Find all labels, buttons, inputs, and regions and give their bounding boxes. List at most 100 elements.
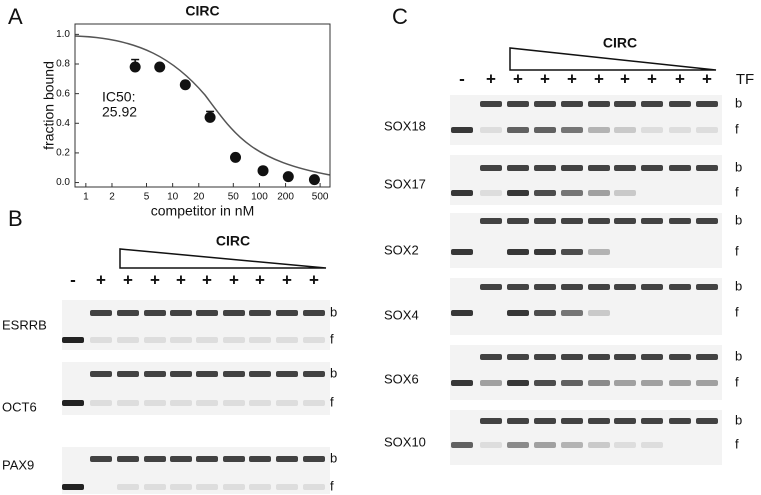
bound-band	[669, 101, 691, 107]
bound-band	[117, 456, 139, 462]
bound-label: b	[735, 278, 742, 293]
gel-title: CIRC	[603, 35, 637, 51]
free-band	[90, 400, 112, 406]
lane-label: +	[675, 69, 685, 88]
bound-band	[303, 456, 325, 462]
bound-band	[561, 218, 583, 224]
bound-band	[276, 371, 298, 377]
bound-band	[90, 456, 112, 462]
y-axis-label: fraction bound	[41, 61, 57, 150]
lane-label: +	[202, 270, 212, 289]
free-band	[534, 310, 556, 316]
bound-band	[534, 101, 556, 107]
lane-label: +	[150, 270, 160, 289]
bound-band	[223, 310, 245, 316]
bound-band	[90, 371, 112, 377]
bound-band	[614, 165, 636, 171]
row-name: SOX18	[384, 118, 426, 133]
free-band	[534, 380, 556, 386]
free-band	[507, 127, 529, 133]
bound-band	[507, 418, 529, 424]
bound-band	[196, 371, 218, 377]
bound-band	[641, 218, 663, 224]
lane-label: +	[540, 69, 550, 88]
free-band	[451, 380, 473, 386]
bound-band	[641, 354, 663, 360]
bound-band	[117, 310, 139, 316]
row-name: SOX10	[384, 434, 426, 449]
x-tick-label: 20	[193, 192, 205, 203]
lane-label: -	[70, 270, 76, 289]
x-tick-label: 50	[228, 192, 240, 203]
bound-band	[303, 371, 325, 377]
bound-band	[614, 101, 636, 107]
bound-band	[480, 354, 502, 360]
data-point	[257, 165, 269, 177]
lane-label: +	[486, 69, 496, 88]
bound-band	[614, 218, 636, 224]
lane-label: +	[567, 69, 577, 88]
free-band	[561, 249, 583, 255]
free-band	[561, 442, 583, 448]
data-point	[129, 61, 141, 73]
free-band	[451, 310, 473, 316]
data-point	[179, 79, 191, 91]
free-band	[614, 190, 636, 196]
free-band	[480, 442, 502, 448]
gel	[62, 300, 330, 350]
free-label: f	[330, 331, 334, 346]
free-band	[534, 442, 556, 448]
bound-band	[588, 284, 610, 290]
bound-band	[561, 165, 583, 171]
gel-title: CIRC	[216, 233, 250, 249]
free-band	[276, 484, 298, 490]
bound-band	[614, 418, 636, 424]
bound-band	[669, 284, 691, 290]
bound-band	[249, 371, 271, 377]
lane-label: +	[123, 270, 133, 289]
row-name: PAX9	[2, 457, 34, 472]
bound-band	[669, 418, 691, 424]
bound-label: b	[735, 412, 742, 427]
free-band	[276, 337, 298, 343]
free-band	[276, 400, 298, 406]
y-tick-label: 0.8	[56, 59, 70, 70]
bound-band	[561, 418, 583, 424]
bound-band	[507, 218, 529, 224]
free-band	[451, 127, 473, 133]
bound-band	[588, 101, 610, 107]
bound-band	[614, 354, 636, 360]
free-band	[534, 127, 556, 133]
bound-band	[534, 418, 556, 424]
lane-label: +	[96, 270, 106, 289]
row-name: SOX2	[384, 242, 419, 257]
lane-label: -	[459, 69, 465, 88]
bound-band	[196, 456, 218, 462]
x-tick-label: 200	[277, 192, 294, 203]
free-band	[223, 400, 245, 406]
free-band	[614, 442, 636, 448]
gel	[62, 362, 330, 415]
free-band	[669, 127, 691, 133]
free-band	[170, 484, 192, 490]
bound-band	[696, 218, 718, 224]
panel-label: B	[8, 206, 23, 231]
bound-band	[144, 456, 166, 462]
bound-label: b	[330, 365, 337, 380]
free-band	[507, 442, 529, 448]
bound-band	[507, 101, 529, 107]
free-band	[303, 400, 325, 406]
fit-curve	[74, 35, 331, 176]
free-band	[614, 380, 636, 386]
bound-band	[170, 456, 192, 462]
bound-band	[641, 165, 663, 171]
free-band	[588, 442, 610, 448]
free-band	[480, 190, 502, 196]
bound-band	[534, 284, 556, 290]
free-band	[144, 484, 166, 490]
bound-band	[507, 284, 529, 290]
free-band	[507, 249, 529, 255]
free-band	[588, 249, 610, 255]
bound-band	[249, 456, 271, 462]
free-band	[249, 484, 271, 490]
